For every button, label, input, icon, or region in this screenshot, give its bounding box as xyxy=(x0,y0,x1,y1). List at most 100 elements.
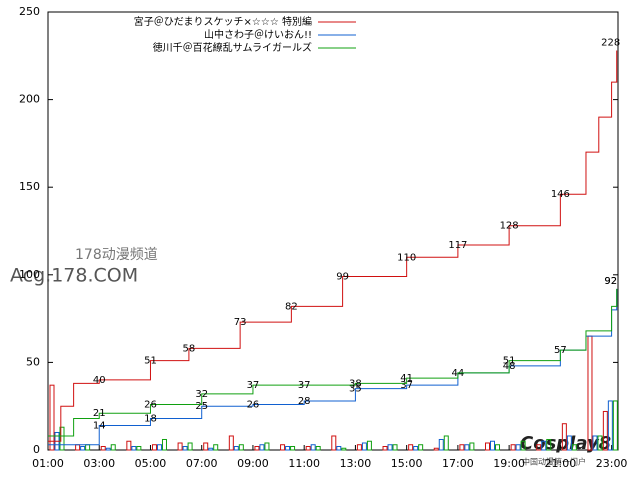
bar xyxy=(110,444,116,451)
value-label: 128 xyxy=(500,221,519,232)
bar xyxy=(392,444,398,451)
value-label: 110 xyxy=(397,252,416,263)
bar xyxy=(485,442,491,451)
bar xyxy=(520,440,526,451)
x-tick-label: 09:00 xyxy=(237,457,269,470)
value-label: 35 xyxy=(349,384,362,395)
bar xyxy=(136,445,142,451)
x-tick-label: 13:00 xyxy=(340,457,372,470)
bar xyxy=(105,447,111,451)
watermark: Acg.178.COM xyxy=(10,265,138,287)
x-tick-label: 21:00 xyxy=(545,457,577,470)
value-label: 37 xyxy=(247,380,260,391)
legend-label: 宮子＠ひだまりスケッチ×☆☆☆ 特別編 xyxy=(134,15,312,28)
value-label: 25 xyxy=(195,401,208,412)
bar xyxy=(280,444,286,451)
plot-frame xyxy=(47,11,619,451)
value-label: 58 xyxy=(183,343,196,354)
value-label: 73 xyxy=(234,317,247,328)
x-tick-label: 11:00 xyxy=(288,457,320,470)
bar xyxy=(59,426,65,451)
value-label: 228 xyxy=(601,38,620,49)
bar xyxy=(208,447,214,451)
x-tick-label: 07:00 xyxy=(186,457,218,470)
bar xyxy=(264,442,270,451)
bar xyxy=(495,444,501,451)
legend-label: 山中さわ子＠けいおん!! xyxy=(204,28,312,41)
x-tick-label: 15:00 xyxy=(391,457,423,470)
value-label: 99 xyxy=(336,272,349,283)
bar xyxy=(290,445,296,451)
bar xyxy=(285,445,291,451)
value-label: 32 xyxy=(195,389,208,400)
bar xyxy=(612,400,618,451)
bar xyxy=(259,444,265,451)
value-label: 38 xyxy=(349,378,362,389)
bar xyxy=(597,435,603,451)
value-label: 92 xyxy=(604,276,617,287)
legend-label: 徳川千＠百花繚乱サムライガールズ xyxy=(153,41,312,54)
bar xyxy=(228,435,234,451)
value-label: 146 xyxy=(551,189,570,200)
bar xyxy=(254,445,260,451)
x-tick-label: 01:00 xyxy=(32,457,64,470)
value-label: 51 xyxy=(144,356,157,367)
bar xyxy=(536,444,542,451)
bar xyxy=(408,444,414,451)
y-tick-label: 200 xyxy=(19,93,40,106)
bar xyxy=(315,445,321,451)
x-tick-label: 23:00 xyxy=(596,457,628,470)
bar xyxy=(510,444,516,451)
y-tick-label: 0 xyxy=(33,443,40,456)
value-label: 21 xyxy=(93,408,106,419)
bar xyxy=(305,445,311,451)
bar xyxy=(433,447,439,451)
bar xyxy=(607,400,613,451)
bar xyxy=(515,444,521,451)
bar xyxy=(80,445,86,451)
value-label: 40 xyxy=(93,375,106,386)
value-label: 117 xyxy=(448,240,467,251)
bar xyxy=(541,440,547,451)
bar xyxy=(592,435,598,451)
watermark: 中国动漫第一门户 xyxy=(522,457,586,467)
line xyxy=(48,288,618,446)
bar xyxy=(131,445,137,451)
value-label: 37 xyxy=(298,380,311,391)
bar xyxy=(336,445,342,451)
value-label: 28 xyxy=(298,396,311,407)
bar xyxy=(418,444,424,451)
bar xyxy=(361,442,367,451)
value-label: 14 xyxy=(93,420,106,431)
bar xyxy=(366,440,372,451)
bar xyxy=(459,444,465,451)
value-label: 51 xyxy=(503,356,516,367)
bar xyxy=(100,445,106,451)
bar xyxy=(151,444,157,451)
bar xyxy=(213,444,219,451)
y-tick-label: 150 xyxy=(19,180,40,193)
bar xyxy=(438,438,444,451)
bar xyxy=(571,444,577,451)
value-label: 82 xyxy=(285,301,298,312)
bar xyxy=(561,423,567,451)
bar xyxy=(49,384,55,451)
value-label: 37 xyxy=(400,380,413,391)
y-tick-label: 250 xyxy=(19,5,40,18)
line xyxy=(48,288,618,437)
value-label: 57 xyxy=(554,345,567,356)
value-label: 18 xyxy=(144,413,157,424)
bar xyxy=(387,444,393,451)
bar xyxy=(85,444,91,451)
x-tick-label: 19:00 xyxy=(493,457,525,470)
value-label: 92 xyxy=(604,276,617,287)
y-tick-label: 100 xyxy=(19,268,40,281)
bar xyxy=(161,438,167,451)
bar xyxy=(126,440,132,451)
bar xyxy=(187,442,193,451)
bar xyxy=(177,442,183,451)
value-label: 26 xyxy=(144,399,157,410)
bar xyxy=(413,445,419,451)
value-label: 26 xyxy=(247,399,260,410)
bar xyxy=(602,410,608,451)
